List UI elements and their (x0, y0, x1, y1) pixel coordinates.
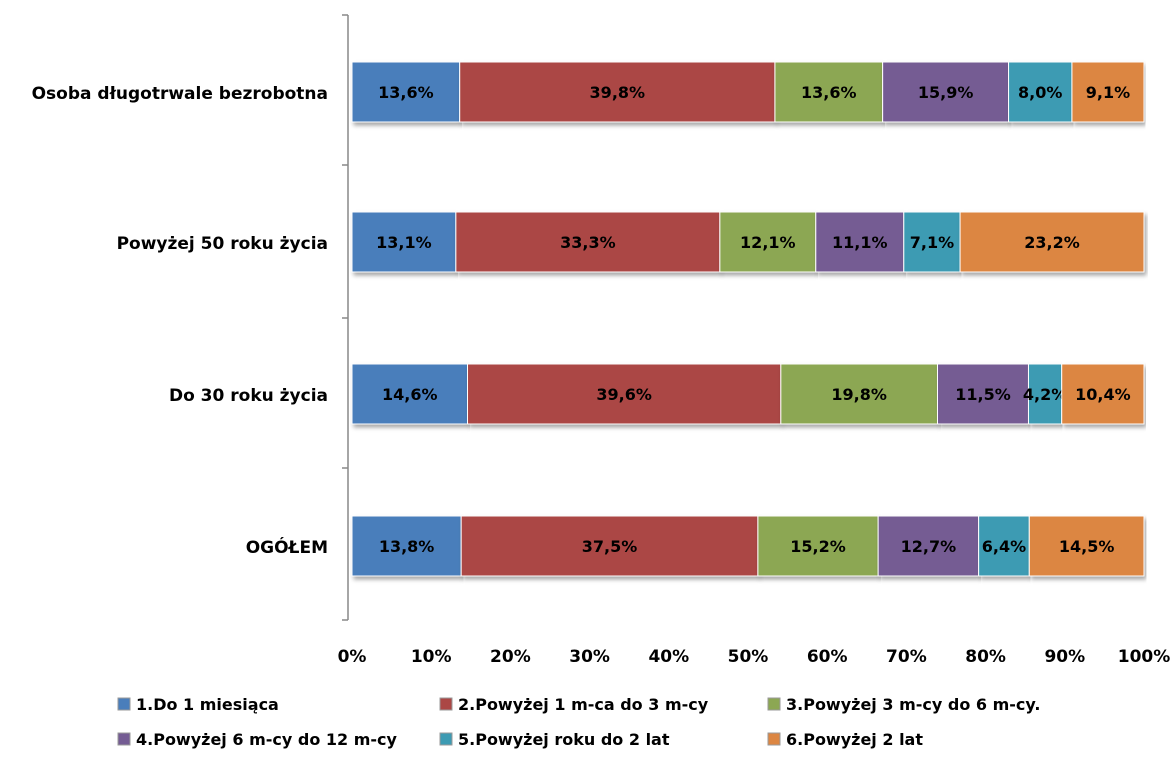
data-label: 7,1% (910, 233, 954, 252)
legend: 1.Do 1 miesiąca 2.Powyżej 1 m-ca do 3 m-c… (117, 695, 1040, 749)
bar-segment (1071, 61, 1145, 123)
x-tick-label: 90% (1044, 647, 1085, 667)
bar-segment (467, 363, 782, 425)
category-label: Powyżej 50 roku życia (117, 234, 328, 254)
bar-segment (959, 211, 1145, 273)
data-label: 13,6% (801, 83, 857, 102)
category-label: OGÓŁEM (246, 536, 328, 558)
x-tick-label: 50% (728, 647, 769, 667)
data-label: 39,8% (590, 83, 646, 102)
legend-item: 1.Do 1 miesiąca (117, 695, 279, 714)
x-tick-label: 0% (338, 647, 367, 667)
legend-item: 2.Powyżej 1 m-ca do 3 m-cy (439, 695, 709, 714)
bar-row: 14,6% 39,6% 19,8% 11,5% 4,2% 10,4% (351, 363, 1145, 425)
data-label: 13,1% (376, 233, 432, 252)
x-tick-label: 80% (965, 647, 1006, 667)
data-label: 13,6% (378, 83, 434, 102)
legend-item: 4.Powyżej 6 m-cy do 12 m-cy (117, 730, 398, 749)
bar-segment (460, 515, 759, 577)
data-label: 14,6% (382, 385, 438, 404)
x-tick-label: 10% (411, 647, 452, 667)
bar-segment (978, 515, 1030, 577)
category-labels: Osoba długotrwale bezrobotna Powyżej 50 r… (32, 84, 328, 558)
data-label: 12,7% (901, 537, 957, 556)
legend-label: 6.Powyżej 2 lat (786, 730, 923, 749)
bar-segment (1027, 363, 1063, 425)
category-label: Do 30 roku życia (169, 386, 328, 406)
bar-segment (815, 211, 905, 273)
legend-label: 2.Powyżej 1 m-ca do 3 m-cy (458, 695, 709, 714)
data-label: 23,2% (1024, 233, 1080, 252)
legend-swatch (767, 732, 781, 746)
bar-segment (1028, 515, 1145, 577)
data-label: 37,5% (582, 537, 638, 556)
bar-segment (351, 211, 457, 273)
bar-segment (903, 211, 961, 273)
legend-swatch (439, 732, 453, 746)
legend-label: 4.Powyżej 6 m-cy do 12 m-cy (136, 730, 398, 749)
data-label: 6,4% (982, 537, 1026, 556)
data-label: 12,1% (740, 233, 796, 252)
category-label: Osoba długotrwale bezrobotna (32, 84, 328, 104)
bar-row: 13,1% 33,3% 12,1% 11,1% 7,1% 23,2% (351, 211, 1145, 273)
x-axis-tick-labels: 0% 10% 20% 30% 40% 50% 60% 70% 80% 90% 100% (338, 647, 1171, 667)
data-label: 13,8% (379, 537, 435, 556)
bar-segment (719, 211, 817, 273)
data-label: 14,5% (1059, 537, 1115, 556)
data-label: 15,9% (918, 83, 974, 102)
bar-segment (455, 211, 721, 273)
legend-item: 6.Powyżej 2 lat (767, 730, 923, 749)
bar-segment (757, 515, 879, 577)
data-label: 10,4% (1075, 385, 1131, 404)
legend-item: 5.Powyżej roku do 2 lat (439, 730, 670, 749)
data-label: 19,8% (831, 385, 887, 404)
data-label: 9,1% (1086, 83, 1130, 102)
x-tick-label: 20% (490, 647, 531, 667)
legend-label: 1.Do 1 miesiąca (136, 695, 279, 714)
x-tick-label: 40% (648, 647, 689, 667)
bar-segment (1061, 363, 1145, 425)
legend-label: 3.Powyżej 3 m-cy do 6 m-cy. (786, 695, 1040, 714)
bar-segment (882, 61, 1010, 123)
x-tick-label: 100% (1118, 647, 1171, 667)
legend-swatch (117, 697, 131, 711)
bar-segment (351, 61, 461, 123)
legend-item: 3.Powyżej 3 m-cy do 6 m-cy. (767, 695, 1040, 714)
data-label: 39,6% (596, 385, 652, 404)
data-label: 15,2% (790, 537, 846, 556)
bar-row: 13,8% 37,5% 15,2% 12,7% 6,4% 14,5% (351, 515, 1145, 577)
legend-label: 5.Powyżej roku do 2 lat (458, 730, 670, 749)
data-label: 4,2% (1023, 385, 1067, 404)
bars-group: 13,6% 39,8% 13,6% 15,9% 8,0% 9,1% 13,1% 33,3% 12… (351, 61, 1145, 577)
x-tick-label: 60% (807, 647, 848, 667)
legend-swatch (439, 697, 453, 711)
x-tick-label: 70% (886, 647, 927, 667)
bar-segment (351, 363, 469, 425)
bar-segment (1008, 61, 1073, 123)
data-label: 8,0% (1018, 83, 1062, 102)
x-tick-label: 30% (569, 647, 610, 667)
legend-swatch (117, 732, 131, 746)
data-label: 33,3% (560, 233, 616, 252)
legend-swatch (767, 697, 781, 711)
data-label: 11,1% (832, 233, 888, 252)
y-axis-ticks (342, 14, 348, 621)
data-label: 11,5% (955, 385, 1011, 404)
bar-row: 13,6% 39,8% 13,6% 15,9% 8,0% 9,1% (351, 61, 1145, 123)
